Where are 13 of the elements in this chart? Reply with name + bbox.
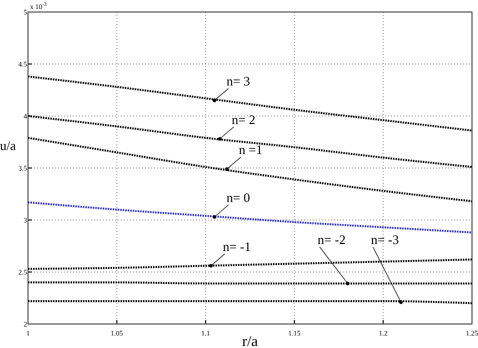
x-axis-title: r/a <box>242 334 258 348</box>
annotation: n= -2 <box>318 232 346 247</box>
line-series <box>27 75 473 132</box>
y-axis-title: u/a <box>0 138 16 153</box>
annotation: n= -3 <box>370 232 399 247</box>
annotation: n= 2 <box>232 112 256 127</box>
annotation: n= -1 <box>222 238 251 254</box>
line-series <box>27 136 473 202</box>
annotation: n= 0 <box>226 190 250 205</box>
annotation: n =1 <box>238 142 263 158</box>
line-series <box>27 201 473 234</box>
line-series <box>27 258 473 270</box>
annotation: n= 3 <box>226 73 250 88</box>
